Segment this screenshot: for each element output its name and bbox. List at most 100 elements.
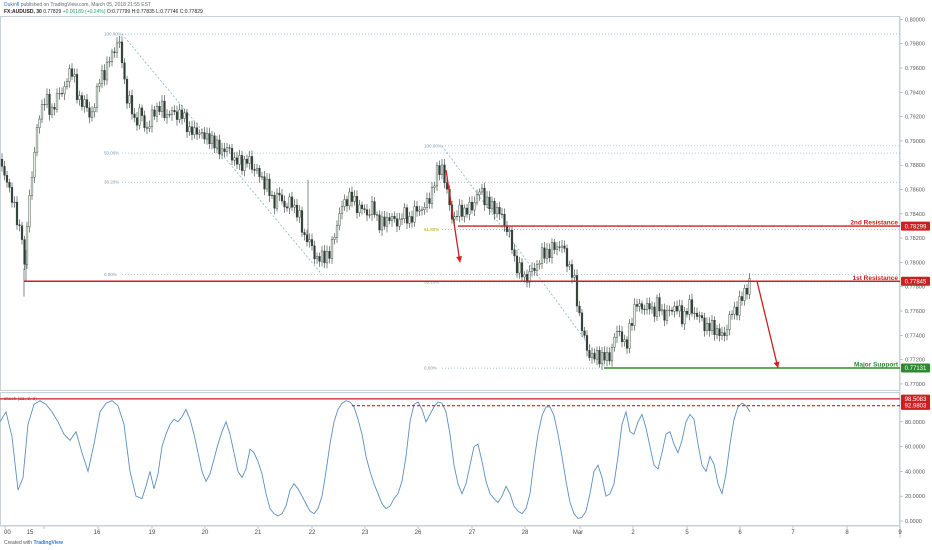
candle-body [483,187,486,205]
price-tick-label: 0.80000 [905,17,925,23]
candle-body [360,204,364,209]
candle-body [468,202,471,215]
symbol-label: FX:AUDUSD, 30 [4,9,42,15]
candle-body [675,306,679,312]
candle-body [168,114,171,116]
candle-body [138,107,141,126]
candle-body [630,323,634,326]
stoch-tick-label: 40.0000 [905,469,925,475]
stoch-level-label: 92.9803 [905,404,927,410]
stoch-tick-label: 0.0000 [905,519,922,525]
time-tick-label: 9 [898,530,902,536]
candle-body [698,315,701,317]
candle-body [133,113,136,118]
candle-body [105,61,109,81]
candle-body [330,239,334,259]
candle-body [488,196,491,210]
candle-body [3,166,6,176]
candle-body [413,206,416,223]
candle-body [348,191,351,207]
candle-body [595,350,599,360]
time-tick-label: 28 [522,530,529,536]
candle-body [728,314,731,331]
fibonacci-layer: 100.00%50.00%38.20%0.00%100.00%61.80%38.… [104,32,900,371]
candle-body [195,127,199,135]
candle-body [365,209,369,216]
candle-body [493,200,496,215]
candle-body [73,74,76,77]
candle-body [578,305,581,314]
candle-body [113,51,116,53]
level-price-tag [901,221,930,231]
level-price-label: 0.77845 [905,279,927,285]
candle-body [110,51,114,62]
candle-body [435,165,439,187]
candle-body [183,112,186,119]
tradingview-logo[interactable]: TradingView [33,540,63,546]
time-tick-label: 7 [791,530,795,536]
fib-level-label: 38.20% [104,180,119,185]
candle-body [658,297,661,312]
candle-body [345,199,349,207]
candle-body [553,242,556,250]
candle-body [713,320,716,336]
candle-body [25,226,29,265]
candle-body [503,214,506,227]
fib-level-label: 61.80% [424,227,439,232]
created-with: Created with [4,540,33,546]
candle-body [83,99,86,107]
candle-body [638,303,641,307]
price-tick-label: 0.77000 [905,382,925,388]
candle-body [313,245,316,260]
candle-body [285,206,289,209]
candle-body [283,200,286,208]
candle-body [215,139,219,149]
candle-body [523,274,526,278]
candle-body [395,218,399,227]
candle-body [693,312,696,314]
candle-body [160,100,164,112]
candle-body [460,204,464,217]
level-name-label: 1st Resistance [852,275,898,282]
candle-body [100,70,104,84]
candle-body [250,156,254,170]
candle-body [208,133,211,145]
author-name[interactable]: Dukinfl [4,2,20,8]
time-tick-label: Mar [573,530,583,536]
candle-body [680,305,684,325]
candle-body [373,201,376,215]
ohlc-high: H:0.77835 [131,9,155,15]
candle-body [20,225,24,240]
candle-body [48,93,51,115]
time-tick-label: 16 [94,530,101,536]
candle-body [185,112,189,133]
candle-body [700,315,704,319]
stoch-level-tag [901,394,930,404]
candle-body [108,61,111,63]
candle-body [688,299,691,315]
time-tick-label: 2 [631,530,635,536]
candle-body [263,176,266,190]
time-axis[interactable]: 00 15 16 19 20 21 22 23 26 27 28 Mar 2 5 6 7 8 9 [4,526,902,536]
candle-body [705,323,709,332]
candle-body [555,246,559,250]
candle-body [93,107,96,113]
candle-body [568,264,571,267]
candle-body [575,275,579,307]
candle-body [645,303,649,310]
level-price-label: 0.78299 [905,224,927,230]
candle-body [173,110,176,112]
candle-body [458,204,461,217]
candle-body [380,216,384,231]
candle-body [243,158,246,171]
price-axis[interactable]: 0.80000 0.79800 0.79600 0.79400 0.79200 0.790… [900,17,925,388]
candle-body [735,306,739,316]
candle-body [733,306,736,315]
candle-body [423,207,426,211]
candle-body [415,206,419,212]
candle-body [620,331,624,342]
candle-body [88,107,91,118]
candle-body [145,127,149,129]
candle-body [18,224,21,226]
